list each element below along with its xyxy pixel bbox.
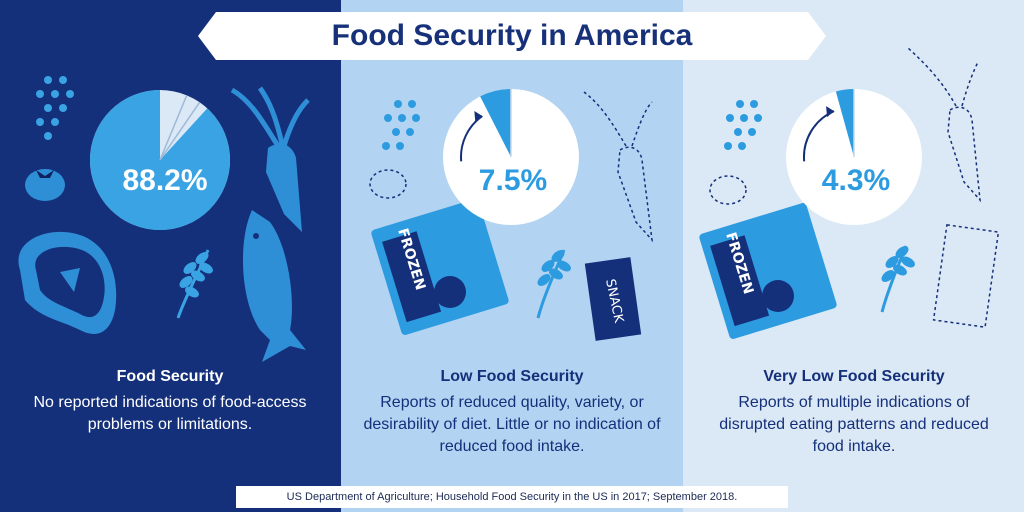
snack-bag-icon: SNACK (584, 257, 642, 341)
tomato-outline-icon (369, 169, 407, 199)
wheat-icon (536, 249, 571, 319)
title-banner (198, 12, 826, 60)
arrow-head (474, 111, 483, 123)
very-low-food-security-description: Reports of multiple indications of disru… (719, 394, 989, 455)
pie-divider (159, 101, 201, 161)
food-security-percent: 88.2% (122, 164, 208, 197)
pie-slice (89, 90, 230, 230)
low-food-security-description: Reports of reduced quality, variety, or … (363, 394, 661, 455)
food-security-heading: Food Security (116, 368, 224, 385)
dots-icon (36, 76, 74, 140)
pie-slice (835, 89, 854, 157)
frozen-meal-icon: FROZEN (699, 203, 837, 339)
dots-icon (724, 100, 762, 150)
low-food-security-pie (443, 89, 579, 225)
food-security-description: No reported indications of food-access p… (33, 394, 307, 433)
low-food-security-heading: Low Food Security (440, 368, 584, 385)
wheat-icon (880, 245, 915, 313)
very-low-food-security-heading: Very Low Food Security (763, 368, 945, 385)
pie-divider (159, 95, 188, 161)
carrot-outline-icon (583, 91, 654, 243)
pie-slice (480, 89, 511, 157)
page-title: Food Security in America (331, 19, 693, 52)
food-security-pie (89, 90, 230, 230)
fish-icon (242, 210, 306, 362)
source-note: US Department of Agriculture; Household … (236, 486, 788, 508)
low-food-security-percent: 7.5% (478, 164, 548, 197)
carrot-outline-icon (907, 47, 981, 203)
very-low-food-security-pie (786, 89, 922, 225)
tomato-outline-icon (709, 175, 747, 205)
carrot-icon (230, 86, 310, 232)
dots-icon (382, 100, 420, 150)
arrow-head (826, 106, 835, 118)
steak-icon (18, 231, 117, 334)
snack-bag-outline-icon (932, 224, 1000, 328)
tomato-icon (25, 169, 65, 201)
frozen-meal-icon: FROZEN (371, 199, 509, 335)
very-low-food-security-percent: 4.3% (821, 164, 891, 197)
wheat-icon (176, 249, 213, 319)
